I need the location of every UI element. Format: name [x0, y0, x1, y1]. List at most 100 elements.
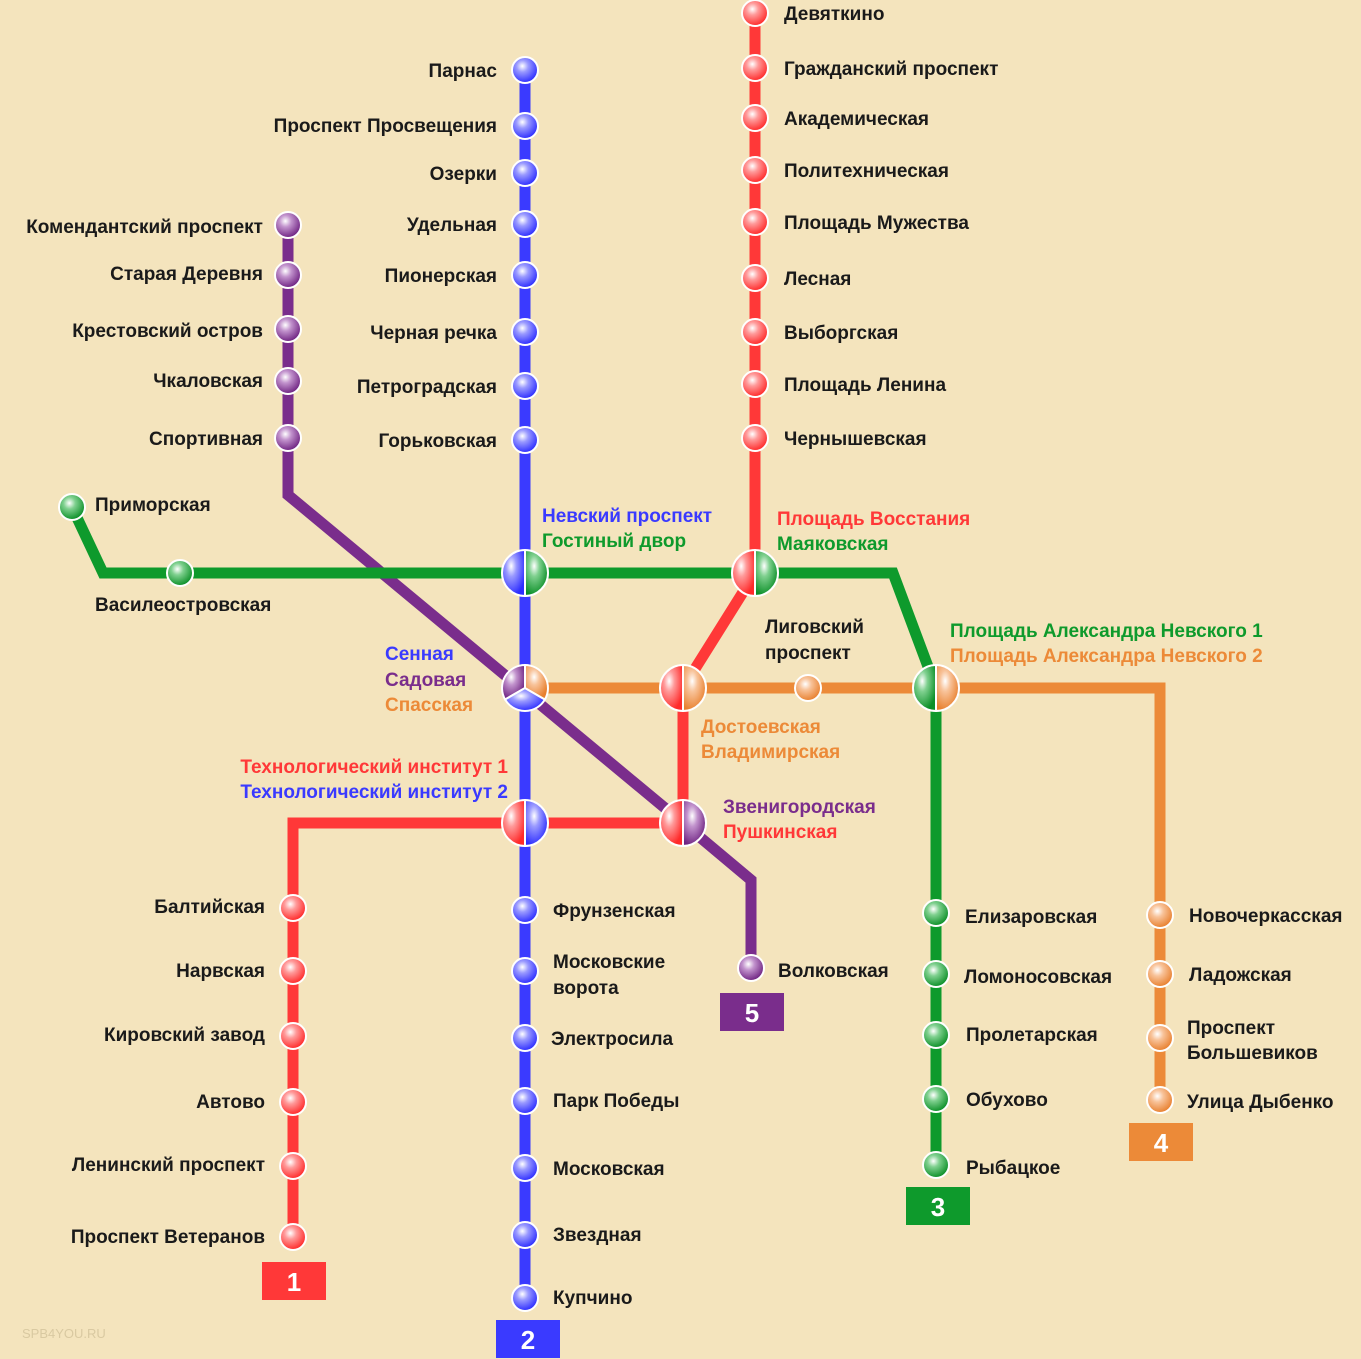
station-label: Парнас [429, 61, 498, 82]
station-label: Проспект [1187, 1018, 1275, 1039]
station-label: Купчино [553, 1288, 632, 1309]
station-dot[interactable] [511, 1284, 539, 1312]
transfer-label: Пушкинская [723, 822, 837, 843]
station-dot[interactable] [741, 0, 769, 27]
station-label: Черная речка [370, 323, 497, 344]
station-dot[interactable] [511, 1024, 539, 1052]
station-dot[interactable] [922, 1151, 950, 1179]
station-dot[interactable] [741, 104, 769, 132]
station-dot[interactable] [511, 112, 539, 140]
transfer-tech-institute[interactable] [501, 798, 549, 848]
station-dot[interactable] [737, 954, 765, 982]
station-dot[interactable] [1146, 1024, 1174, 1052]
station-label: Обухово [966, 1090, 1048, 1111]
transfer-labels: Невский проспект Гостиный двор Площадь В… [240, 506, 1263, 843]
transfer-label: Владимирская [701, 742, 840, 763]
station-dot[interactable] [511, 896, 539, 924]
station-label: Проспект Просвещения [274, 116, 497, 137]
station-dot[interactable] [741, 424, 769, 452]
station-dot[interactable] [1146, 901, 1174, 929]
station-label: Парк Победы [553, 1091, 679, 1112]
station-dot[interactable] [279, 1088, 307, 1116]
line-5-number: 5 [745, 998, 759, 1028]
station-dot[interactable] [794, 674, 822, 702]
station-label: Спортивная [149, 429, 263, 450]
station-label: Большевиков [1187, 1043, 1318, 1064]
station-dot[interactable] [511, 1221, 539, 1249]
station-dot[interactable] [279, 1152, 307, 1180]
watermark: SPB4YOU.RU [22, 1326, 106, 1341]
station-dot[interactable] [279, 894, 307, 922]
station-label: Комендантский проспект [26, 217, 263, 238]
station-dot[interactable] [511, 318, 539, 346]
station-dot[interactable] [274, 261, 302, 289]
transfer-label: Технологический институт 1 [240, 757, 508, 778]
station-label: Звездная [553, 1225, 642, 1246]
station-dot[interactable] [741, 156, 769, 184]
station-label: Площадь Мужества [784, 213, 969, 234]
station-dot[interactable] [279, 1223, 307, 1251]
station-label: Политехническая [784, 161, 949, 182]
station-dot[interactable] [274, 367, 302, 395]
station-dot[interactable] [1146, 960, 1174, 988]
station-dot[interactable] [166, 559, 194, 587]
station-dot[interactable] [741, 54, 769, 82]
station-label: Новочеркасская [1189, 906, 1342, 927]
line-4-badge: 4 [1129, 1123, 1193, 1161]
line-3-number: 3 [931, 1192, 945, 1222]
station-label: Площадь Ленина [784, 375, 946, 396]
station-label: Ломоносовская [964, 967, 1112, 988]
station-label: Приморская [95, 495, 211, 516]
transfer-dostoevskaya-vladimirskaya[interactable] [659, 663, 707, 713]
station-dot[interactable] [922, 1021, 950, 1049]
station-label: Лиговский [765, 617, 864, 638]
transfer-sennaya-sadovaya-spasskaya[interactable] [501, 663, 549, 712]
station-dot[interactable] [922, 960, 950, 988]
station-label: Московские [553, 952, 665, 973]
station-dot[interactable] [274, 424, 302, 452]
station-dot[interactable] [511, 957, 539, 985]
station-dot[interactable] [511, 372, 539, 400]
transfer-zvenigorodskaya-pushkinskaya[interactable] [659, 798, 707, 848]
station-label: Рыбацкое [966, 1158, 1060, 1179]
station-dot[interactable] [511, 1087, 539, 1115]
station-label: проспект [765, 643, 851, 664]
station-dot[interactable] [1146, 1086, 1174, 1114]
station-label: ворота [553, 978, 619, 999]
station-label: Проспект Ветеранов [71, 1227, 265, 1248]
station-label: Василеостровская [95, 595, 271, 616]
transfer-vosstaniya-mayakovskaya[interactable] [731, 548, 779, 598]
station-dot[interactable] [741, 318, 769, 346]
station-dot[interactable] [58, 493, 86, 521]
station-dot[interactable] [511, 426, 539, 454]
line-3-badge: 3 [906, 1187, 970, 1225]
station-dot[interactable] [279, 1022, 307, 1050]
transfer-stations [501, 548, 960, 848]
transfer-alexander-nevsky[interactable] [912, 663, 960, 713]
transfer-nevsky-gostiny[interactable] [501, 548, 549, 598]
line-badges: 1 2 3 4 5 [262, 993, 1193, 1358]
station-dot[interactable] [511, 159, 539, 187]
station-dot[interactable] [741, 370, 769, 398]
station-dot[interactable] [741, 208, 769, 236]
station-label: Озерки [430, 164, 497, 185]
station-label: Горьковская [378, 431, 497, 452]
station-dot[interactable] [274, 211, 302, 239]
station-dot[interactable] [274, 315, 302, 343]
station-dot[interactable] [741, 264, 769, 292]
transfer-label: Технологический институт 2 [240, 782, 508, 803]
line-1-number: 1 [287, 1267, 301, 1297]
station-label: Кировский завод [104, 1025, 265, 1046]
station-dot[interactable] [511, 56, 539, 84]
station-dot[interactable] [279, 957, 307, 985]
station-label: Елизаровская [965, 907, 1097, 928]
station-label: Улица Дыбенко [1187, 1092, 1334, 1113]
station-label: Гражданский проспект [784, 59, 998, 80]
station-dot[interactable] [922, 899, 950, 927]
station-label: Удельная [407, 215, 497, 236]
station-label: Девяткино [784, 4, 884, 25]
station-dot[interactable] [511, 261, 539, 289]
station-dot[interactable] [922, 1085, 950, 1113]
station-dot[interactable] [511, 1154, 539, 1182]
station-dot[interactable] [511, 210, 539, 238]
